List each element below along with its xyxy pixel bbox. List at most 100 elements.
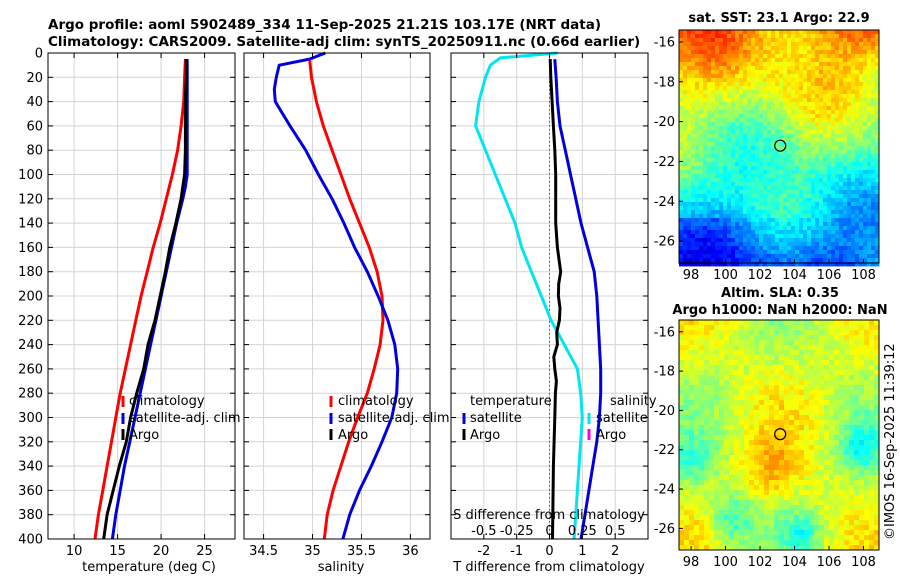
map-cell bbox=[711, 178, 716, 183]
map-cell bbox=[779, 250, 784, 255]
x-tick-label: 35.5 bbox=[347, 544, 376, 559]
map-cell bbox=[723, 262, 728, 267]
map-cell bbox=[767, 102, 772, 107]
map-cell bbox=[854, 395, 860, 401]
map-cell bbox=[769, 340, 775, 346]
map-cell bbox=[839, 405, 845, 411]
map-cell bbox=[767, 98, 772, 103]
map-cell bbox=[839, 246, 844, 251]
map-cell bbox=[719, 186, 724, 191]
map-cell bbox=[851, 226, 856, 231]
map-cell bbox=[823, 122, 828, 127]
map-cell bbox=[814, 375, 820, 381]
map-cell bbox=[679, 50, 684, 55]
map-cell bbox=[803, 94, 808, 99]
map-cell bbox=[784, 335, 790, 341]
map-cell bbox=[771, 86, 776, 91]
map-cell bbox=[824, 510, 830, 516]
map-cell bbox=[684, 420, 690, 426]
map-cell bbox=[729, 360, 735, 366]
map-cell bbox=[783, 90, 788, 95]
map-cell bbox=[804, 470, 810, 476]
map-cell bbox=[771, 226, 776, 231]
map-cell bbox=[744, 425, 750, 431]
map-cell bbox=[851, 162, 856, 167]
map-cell bbox=[831, 202, 836, 207]
map-cell bbox=[691, 130, 696, 135]
map-cell bbox=[849, 505, 855, 511]
map-cell bbox=[743, 238, 748, 243]
map-cell bbox=[854, 370, 860, 376]
map-cell bbox=[689, 415, 695, 421]
map-cell bbox=[771, 146, 776, 151]
map-cell bbox=[799, 134, 804, 139]
map-cell bbox=[739, 226, 744, 231]
map-cell bbox=[759, 525, 765, 531]
map-cell bbox=[799, 460, 805, 466]
map-cell bbox=[743, 210, 748, 215]
map-cell bbox=[867, 150, 872, 155]
map-cell bbox=[871, 246, 876, 251]
map-cell bbox=[819, 425, 825, 431]
map-cell bbox=[694, 475, 700, 481]
map-cell bbox=[839, 46, 844, 51]
map-cell bbox=[749, 350, 755, 356]
map-cell bbox=[724, 515, 730, 521]
map-cell bbox=[755, 102, 760, 107]
map-cell bbox=[714, 455, 720, 461]
map-cell bbox=[771, 194, 776, 199]
map-cell bbox=[867, 162, 872, 167]
map-cell bbox=[729, 440, 735, 446]
map-cell bbox=[779, 490, 785, 496]
map-cell bbox=[704, 405, 710, 411]
map-cell bbox=[779, 86, 784, 91]
map-cell bbox=[743, 130, 748, 135]
map-cell bbox=[679, 505, 685, 511]
map-cell bbox=[847, 178, 852, 183]
map-cell bbox=[875, 106, 880, 111]
map-cell bbox=[764, 390, 770, 396]
map-cell bbox=[729, 505, 735, 511]
map-cell bbox=[731, 186, 736, 191]
map-cell bbox=[743, 54, 748, 59]
map-cell bbox=[835, 114, 840, 119]
map-cell bbox=[794, 360, 800, 366]
map-cell bbox=[874, 500, 880, 506]
map-cell bbox=[691, 30, 696, 35]
map-cell bbox=[859, 186, 864, 191]
map-cell bbox=[795, 202, 800, 207]
map-cell bbox=[679, 365, 685, 371]
map-cell bbox=[684, 455, 690, 461]
map-cell bbox=[819, 30, 824, 35]
map-cell bbox=[783, 182, 788, 187]
map-cell bbox=[807, 262, 812, 267]
map-cell bbox=[694, 345, 700, 351]
map-cell bbox=[723, 178, 728, 183]
map-cell bbox=[799, 30, 804, 35]
map-cell bbox=[751, 154, 756, 159]
map-cell bbox=[871, 242, 876, 247]
map-cell bbox=[735, 74, 740, 79]
map-cell bbox=[755, 58, 760, 63]
map-cell bbox=[847, 50, 852, 55]
map-cell bbox=[727, 154, 732, 159]
map-cell bbox=[747, 170, 752, 175]
map-cell bbox=[819, 202, 824, 207]
map-cell bbox=[771, 130, 776, 135]
map-cell bbox=[819, 146, 824, 151]
map-cell bbox=[834, 340, 840, 346]
map-cell bbox=[819, 254, 824, 259]
map-cell bbox=[809, 495, 815, 501]
map-cell bbox=[734, 440, 740, 446]
map-cell bbox=[823, 154, 828, 159]
map-cell bbox=[691, 214, 696, 219]
map-cell bbox=[807, 230, 812, 235]
map-cell bbox=[754, 520, 760, 526]
map-cell bbox=[791, 114, 796, 119]
map-cell bbox=[814, 450, 820, 456]
map-cell bbox=[811, 262, 816, 267]
map-cell bbox=[707, 50, 712, 55]
map-cell bbox=[699, 90, 704, 95]
map-cell bbox=[779, 38, 784, 43]
map-cell bbox=[843, 214, 848, 219]
